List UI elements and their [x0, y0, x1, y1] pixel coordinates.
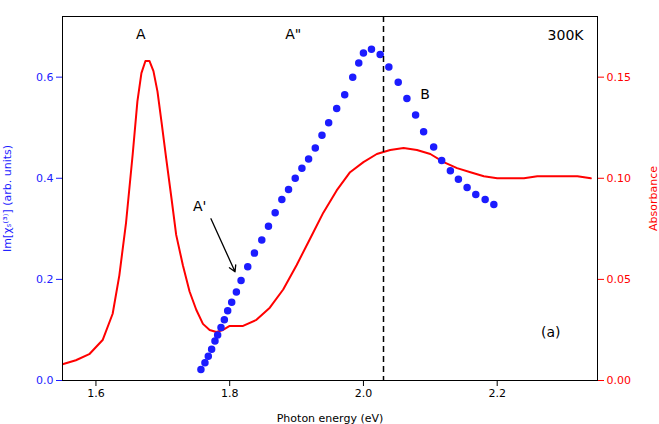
svg-text:1.8: 1.8: [221, 387, 239, 400]
svg-text:A': A': [193, 198, 206, 214]
svg-text:300K: 300K: [548, 27, 585, 43]
svg-text:2.2: 2.2: [488, 387, 506, 400]
svg-text:A: A: [136, 26, 146, 42]
svg-text:2.0: 2.0: [355, 387, 373, 400]
svg-text:0.10: 0.10: [607, 172, 632, 185]
svg-text:Photon energy (eV): Photon energy (eV): [277, 412, 384, 424]
svg-text:Im[χₛ⁽³⁾] (arb. units): Im[χₛ⁽³⁾] (arb. units): [1, 145, 14, 252]
svg-text:0.4: 0.4: [36, 172, 54, 185]
svg-text:A": A": [285, 26, 301, 42]
svg-text:0.05: 0.05: [607, 273, 632, 286]
svg-text:(a): (a): [541, 324, 561, 340]
svg-text:0.00: 0.00: [607, 374, 632, 387]
svg-text:B: B: [420, 86, 430, 102]
svg-text:Absorbance: Absorbance: [647, 166, 659, 231]
svg-text:0.2: 0.2: [36, 273, 54, 286]
svg-text:0.0: 0.0: [36, 374, 54, 387]
svg-text:1.6: 1.6: [87, 387, 105, 400]
svg-text:0.15: 0.15: [607, 71, 632, 84]
svg-text:0.6: 0.6: [36, 71, 54, 84]
